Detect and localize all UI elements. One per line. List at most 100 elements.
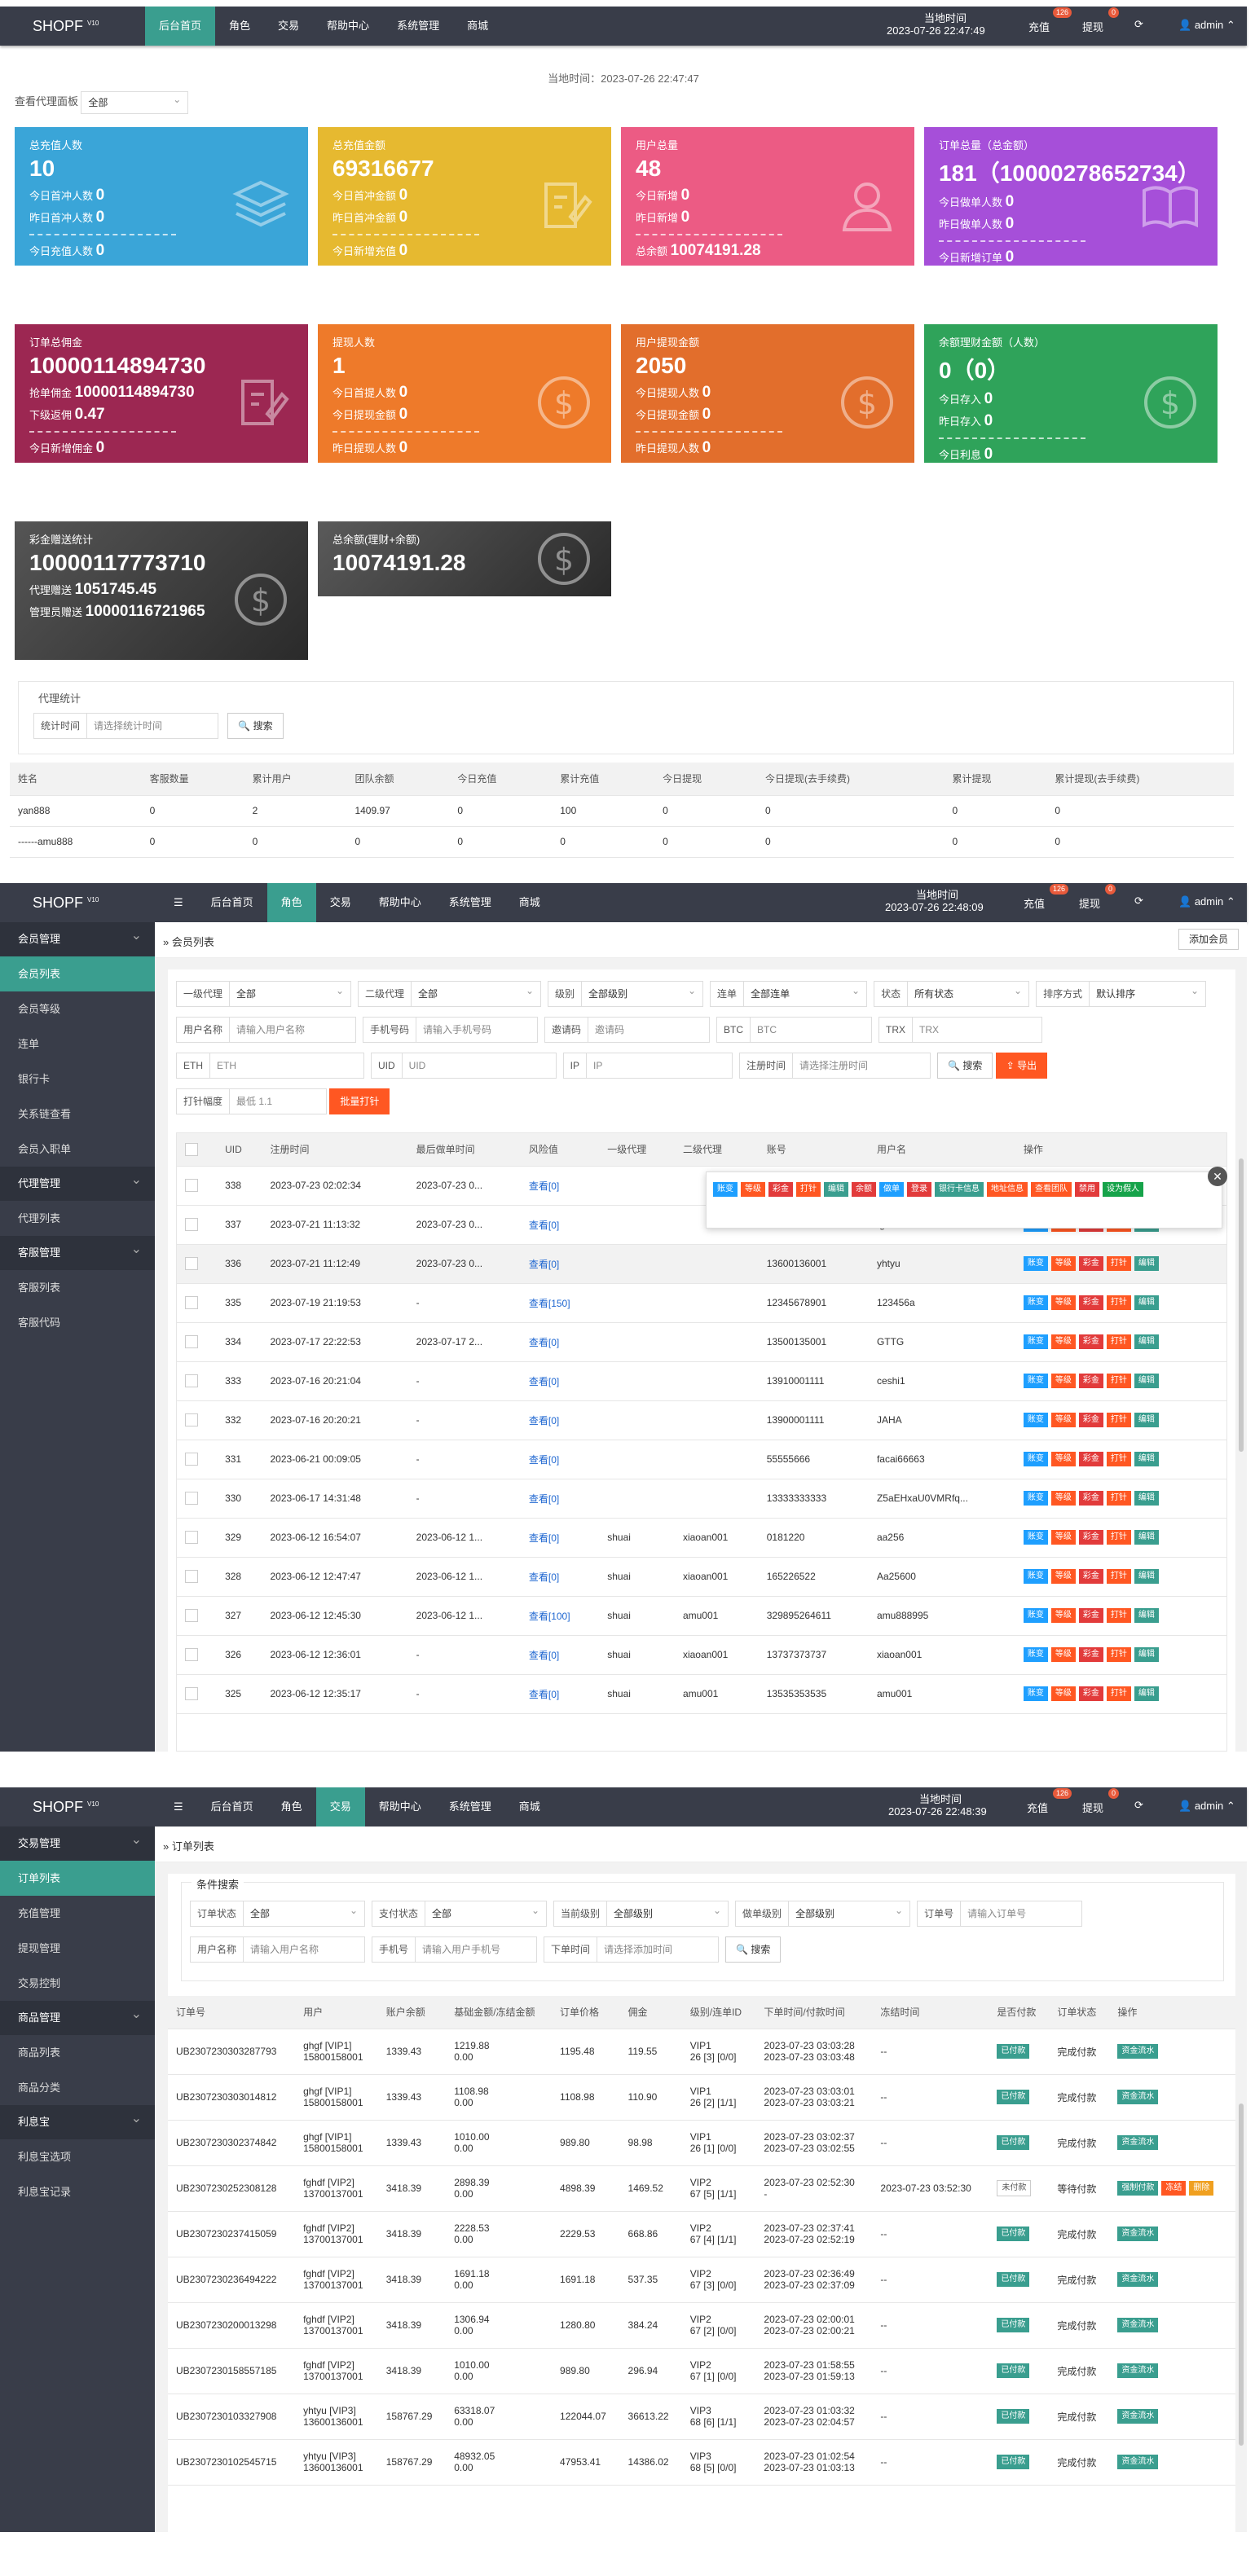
- row-checkbox[interactable]: [177, 1400, 218, 1440]
- action-button[interactable]: 彩金: [1078, 1608, 1103, 1623]
- filter-input[interactable]: 请输入手机号码: [416, 1017, 539, 1043]
- action-button[interactable]: 账变: [1023, 1374, 1048, 1388]
- table-cell[interactable]: 查看[0]: [520, 1518, 600, 1558]
- admin-menu[interactable]: 👤 admin ⌃: [1178, 19, 1235, 31]
- menu-item[interactable]: 帮助中心: [378, 1800, 421, 1813]
- filter-input[interactable]: 默认排序: [1089, 978, 1207, 1007]
- action-button[interactable]: 等级: [1050, 1452, 1076, 1466]
- action-button[interactable]: 彩金: [1078, 1686, 1103, 1701]
- table-cell[interactable]: 查看[0]: [520, 1635, 600, 1675]
- action-button[interactable]: 彩金: [1078, 1374, 1103, 1388]
- menu-item[interactable]: 帮助中心: [378, 896, 421, 908]
- sidebar-group[interactable]: 利息宝: [0, 2102, 155, 2139]
- action-button[interactable]: 打针: [1106, 1295, 1131, 1310]
- action-button[interactable]: 等级: [1050, 1295, 1076, 1310]
- recharge-button[interactable]: 充值: [1024, 898, 1046, 910]
- menu-item[interactable]: 交易: [278, 20, 300, 32]
- menu-item[interactable]: 交易: [329, 896, 351, 908]
- popup-action-button[interactable]: 彩金: [768, 1182, 793, 1197]
- action-button[interactable]: 打针: [1106, 1491, 1131, 1506]
- table-cell[interactable]: 查看[0]: [520, 1440, 600, 1479]
- action-button[interactable]: 账变: [1023, 1295, 1048, 1310]
- action-button[interactable]: 等级: [1050, 1530, 1076, 1545]
- sidebar-item[interactable]: 利息宝选项: [18, 2151, 72, 2163]
- action-button[interactable]: 账变: [1023, 1334, 1048, 1349]
- sidebar-item[interactable]: 商品列表: [18, 2046, 61, 2059]
- logo[interactable]: SHOPF V10: [33, 1799, 99, 1815]
- action-button[interactable]: 彩金: [1078, 1452, 1103, 1466]
- action-button[interactable]: 编辑: [1134, 1608, 1159, 1623]
- action-button[interactable]: 彩金: [1078, 1569, 1103, 1584]
- sidebar-item[interactable]: 客服代码: [18, 1317, 61, 1329]
- filter-input[interactable]: 全部级别: [606, 1898, 729, 1927]
- popup-action-button[interactable]: 做单: [879, 1182, 904, 1197]
- stat-time-input[interactable]: 请选择统计时间: [86, 713, 219, 739]
- row-checkbox[interactable]: [177, 1205, 218, 1245]
- search-button[interactable]: 🔍 搜索: [725, 1936, 782, 1963]
- table-cell[interactable]: 查看[0]: [520, 1557, 600, 1597]
- menu-item[interactable]: 角色: [280, 1800, 302, 1813]
- action-button[interactable]: 打针: [1106, 1256, 1131, 1271]
- filter-input[interactable]: 全部: [425, 1898, 548, 1927]
- action-button[interactable]: 编辑: [1134, 1295, 1159, 1310]
- sidebar-item[interactable]: 客服列表: [18, 1281, 61, 1294]
- withdraw-button[interactable]: 提现: [1079, 898, 1101, 910]
- delete-button[interactable]: 删除: [1189, 2181, 1214, 2196]
- filter-input[interactable]: 所有状态: [907, 978, 1030, 1007]
- search-button[interactable]: 🔍 搜索: [937, 1053, 993, 1079]
- sidebar-item[interactable]: 订单列表: [0, 1861, 155, 1896]
- action-button[interactable]: 等级: [1050, 1491, 1076, 1506]
- popup-action-button[interactable]: 登录: [907, 1182, 931, 1197]
- panel-select[interactable]: 全部: [81, 89, 189, 114]
- filter-input[interactable]: 请选择注册时间: [792, 1053, 931, 1079]
- action-button[interactable]: 编辑: [1134, 1374, 1159, 1388]
- sidebar-item[interactable]: 代理列表: [18, 1212, 61, 1224]
- filter-input[interactable]: 全部级别: [788, 1898, 911, 1927]
- filter-input[interactable]: 全部: [229, 978, 352, 1007]
- row-checkbox[interactable]: [177, 1283, 218, 1323]
- table-cell[interactable]: 查看[0]: [520, 1361, 600, 1401]
- action-button[interactable]: 彩金: [1078, 1295, 1103, 1310]
- row-checkbox[interactable]: [177, 1166, 218, 1206]
- action-button[interactable]: 资金流水: [1117, 2272, 1159, 2287]
- menu-item[interactable]: 帮助中心: [327, 20, 370, 32]
- table-cell[interactable]: 查看[0]: [520, 1479, 600, 1519]
- filter-input[interactable]: 全部: [411, 978, 542, 1007]
- popup-action-button[interactable]: 余额: [852, 1182, 876, 1197]
- menu-item[interactable]: 角色: [229, 20, 251, 32]
- menu-item[interactable]: 交易: [315, 1787, 365, 1826]
- menu-item[interactable]: 商城: [518, 1800, 540, 1813]
- table-cell[interactable]: 查看[0]: [520, 1322, 600, 1362]
- row-checkbox[interactable]: [177, 1557, 218, 1597]
- filter-input[interactable]: 请输入用户手机号: [415, 1936, 538, 1963]
- action-button[interactable]: 等级: [1050, 1374, 1076, 1388]
- batch-button[interactable]: 批量打针: [329, 1088, 390, 1114]
- row-checkbox[interactable]: [177, 1361, 218, 1401]
- withdraw-button[interactable]: 提现: [1082, 21, 1104, 33]
- action-button[interactable]: 打针: [1106, 1334, 1131, 1349]
- sidebar-item[interactable]: 利息宝记录: [18, 2186, 72, 2198]
- withdraw-button[interactable]: 提现: [1082, 1802, 1104, 1814]
- sidebar-item[interactable]: 会员入职单: [18, 1143, 72, 1155]
- action-button[interactable]: 资金流水: [1117, 2090, 1159, 2104]
- batch-input[interactable]: 最低 1.1: [229, 1088, 328, 1114]
- action-button[interactable]: 打针: [1106, 1569, 1131, 1584]
- menu-item[interactable]: 角色: [266, 883, 316, 922]
- action-button[interactable]: 等级: [1050, 1413, 1076, 1427]
- logo[interactable]: SHOPF V10: [33, 895, 99, 911]
- action-button[interactable]: 编辑: [1134, 1256, 1159, 1271]
- filter-input[interactable]: 全部级别: [581, 978, 704, 1007]
- filter-input[interactable]: 全部: [243, 1898, 366, 1927]
- action-button[interactable]: 等级: [1050, 1686, 1076, 1701]
- action-button[interactable]: 资金流水: [1117, 2227, 1159, 2241]
- sidebar-group[interactable]: 代理管理: [0, 1163, 155, 1201]
- action-button[interactable]: 编辑: [1134, 1647, 1159, 1662]
- filter-input[interactable]: UID: [401, 1053, 557, 1079]
- filter-input[interactable]: 全部连单: [743, 978, 868, 1007]
- menu-item[interactable]: 后台首页: [145, 7, 216, 46]
- action-button[interactable]: 彩金: [1078, 1413, 1103, 1427]
- sidebar-item[interactable]: 关系链查看: [18, 1108, 72, 1120]
- action-button[interactable]: 资金流水: [1117, 2044, 1159, 2059]
- action-button[interactable]: 等级: [1050, 1608, 1076, 1623]
- table-cell[interactable]: 查看[0]: [520, 1205, 600, 1245]
